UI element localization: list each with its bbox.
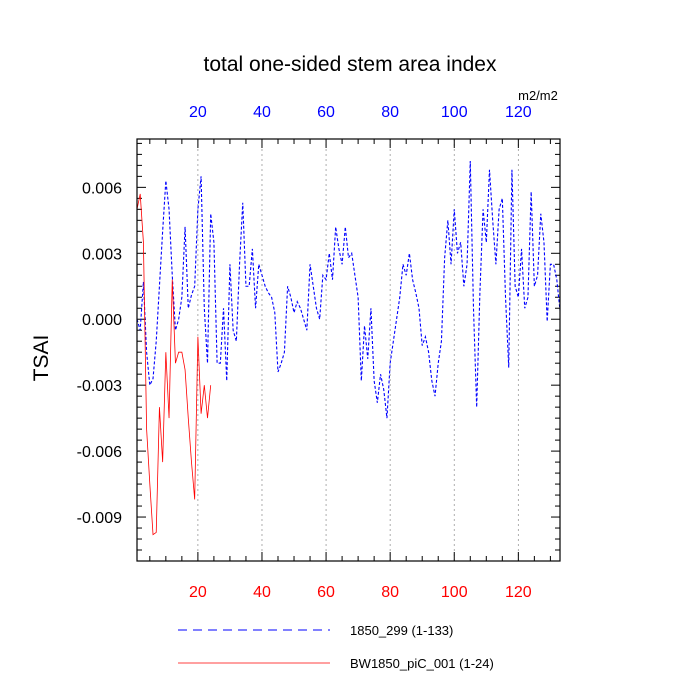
series-lines bbox=[136, 160, 561, 536]
series-line-1850-299 bbox=[136, 160, 561, 419]
x-tick-label-top: 120 bbox=[505, 104, 532, 121]
x-tick-label-bottom: 20 bbox=[189, 584, 207, 601]
chart-title: total one-sided stem area index bbox=[203, 53, 497, 76]
x-tick-label-bottom: 40 bbox=[253, 584, 271, 601]
plot-frame bbox=[136, 138, 561, 562]
y-tick-label: -0.006 bbox=[77, 444, 122, 461]
series-line-bw1850-pic-001 bbox=[136, 193, 212, 536]
tick-labels: -0.009 -0.006 -0.003 0.000 0.003 0.006 20 40 60 8… bbox=[77, 104, 532, 601]
x-tick-label-top: 80 bbox=[381, 104, 399, 121]
x-tick-label-top: 20 bbox=[189, 104, 207, 121]
x-tick-label-bottom: 120 bbox=[505, 584, 532, 601]
x-tick-label-bottom: 60 bbox=[317, 584, 335, 601]
legend-label-1850-299: 1850_299 (1-133) bbox=[350, 623, 453, 638]
x-tick-label-top: 40 bbox=[253, 104, 271, 121]
x-tick-label-top: 60 bbox=[317, 104, 335, 121]
y-tick-label: -0.009 bbox=[77, 510, 122, 527]
y-tick-label: 0.000 bbox=[82, 312, 122, 329]
y-axis-label: TSAI bbox=[30, 335, 53, 382]
x-tick-label-bottom: 100 bbox=[441, 584, 468, 601]
legend-label-bw1850: BW1850_piC_001 (1-24) bbox=[350, 656, 494, 671]
y-tick-label: 0.003 bbox=[82, 246, 122, 263]
y-tick-label: 0.006 bbox=[82, 180, 122, 197]
grid-lines bbox=[197, 139, 519, 561]
x-tick-label-top: 100 bbox=[441, 104, 468, 121]
x-tick-label-bottom: 80 bbox=[381, 584, 399, 601]
y-tick-label: -0.003 bbox=[77, 378, 122, 395]
axis-ticks bbox=[137, 139, 560, 561]
legend: 1850_299 (1-133) BW1850_piC_001 (1-24) bbox=[178, 623, 494, 671]
units-label: m2/m2 bbox=[518, 88, 558, 103]
